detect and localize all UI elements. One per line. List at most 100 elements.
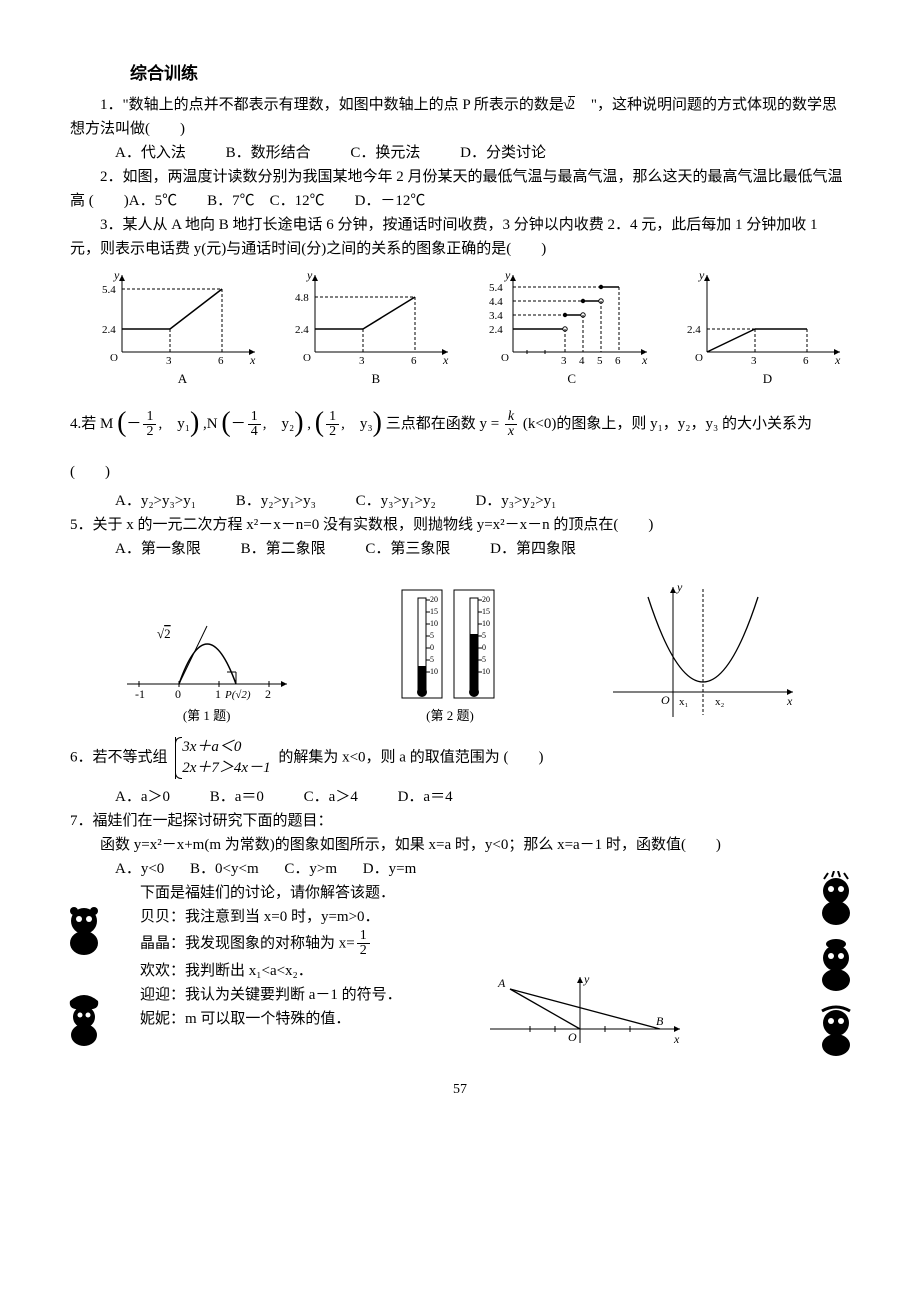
q4-opt-c: C．y₃>y₁>y₂: [356, 489, 436, 513]
fuwa-icon-1: [60, 901, 108, 957]
q3-graph-b: Oxy 4.82.4 36 B: [293, 267, 458, 390]
svg-text:y: y: [306, 268, 313, 282]
svg-text:O: O: [695, 352, 703, 364]
q3-graph-c: Oxy 5.44.43.42.4 3456 C: [487, 267, 657, 390]
graph-d-label: D: [763, 369, 772, 390]
page-title: 综合训练: [130, 60, 850, 87]
svg-text:6: 6: [803, 355, 809, 367]
svg-text:√2: √2: [157, 626, 171, 641]
q1-opt-b: B．数形结合: [226, 141, 311, 165]
q3-graph-a: Oxy 5.42.4 36 A: [100, 267, 265, 390]
frac-d: 2: [357, 944, 370, 959]
svg-text:10: 10: [482, 667, 490, 676]
svg-text:x: x: [249, 353, 256, 367]
svg-text:O: O: [303, 352, 311, 364]
fig1-cap: (第 1 题): [183, 706, 231, 727]
svg-text:A: A: [497, 976, 506, 990]
graph-b-svg: Oxy 4.82.4 36: [293, 267, 458, 367]
q5-options: A．第一象限 B．第二象限 C．第三象限 D．第四象限: [115, 537, 850, 561]
fuwa-icon-4: [812, 936, 860, 992]
q6-system: 3x＋a＜0 2x＋7＞4x－1: [175, 737, 270, 779]
svg-text:2.4: 2.4: [687, 324, 701, 336]
q7-line1: 7．福娃们在一起探讨研究下面的题目：: [70, 809, 850, 833]
q6-line2: 2x＋7＞4x－1: [182, 758, 270, 779]
svg-text:3.4: 3.4: [489, 310, 503, 322]
q4-opt-a: A．y₂>y₃>y₁: [115, 489, 196, 513]
svg-text:x: x: [673, 1032, 680, 1046]
q4-p2: y₃: [360, 416, 373, 432]
q1-opt-c: C．换元法: [350, 141, 420, 165]
svg-text:5: 5: [430, 631, 434, 640]
svg-text:y: y: [698, 268, 705, 282]
svg-text:10: 10: [430, 619, 438, 628]
q4-opt-d: D．y₃>y₂>y₁: [475, 489, 556, 513]
q7-opt-c: C．y>m: [284, 857, 337, 881]
fuwa-icon-2: [60, 991, 108, 1047]
svg-text:0: 0: [175, 687, 181, 701]
frac-n: 1: [248, 410, 261, 426]
svg-text:x: x: [786, 694, 793, 708]
q4-m2: y₁: [177, 416, 190, 432]
frac-d: 2: [326, 425, 339, 440]
q6-opt-c: C．a＞4: [304, 785, 358, 809]
q1-opt-d: D．分类讨论: [460, 141, 546, 165]
svg-text:x: x: [641, 353, 648, 367]
q1-options: A．代入法 B．数形结合 C．换元法 D．分类讨论: [115, 141, 850, 165]
svg-text:O: O: [110, 352, 118, 364]
frac-n: 1: [326, 410, 339, 426]
q4-n2: y₂: [281, 416, 294, 432]
svg-text:6: 6: [615, 355, 621, 367]
svg-text:3: 3: [359, 355, 365, 367]
q4-mid2: ,: [307, 416, 311, 432]
svg-text:15: 15: [482, 607, 490, 616]
q4-stem: 4.若 M (－12, y₁) ,N (－14, y₂) , (12, y₃) …: [70, 394, 850, 489]
frac-n: 1: [143, 410, 156, 426]
q5-opt-d: D．第四象限: [490, 537, 576, 561]
q6-opt-a: A．a＞0: [115, 785, 170, 809]
svg-text:3: 3: [561, 355, 567, 367]
graph-d-svg: Oxy 2.4 36: [685, 267, 850, 367]
q5-opt-a: A．第一象限: [115, 537, 201, 561]
mid-figures: -1012 √2 P(√2) (第 1 题) 20151050510 20151…: [70, 577, 850, 727]
q5-opt-c: C．第三象限: [365, 537, 450, 561]
q4-n1: －: [231, 416, 246, 432]
graph-c-svg: Oxy 5.44.43.42.4 3456: [487, 267, 657, 367]
svg-text:5: 5: [482, 655, 486, 664]
svg-text:5: 5: [597, 355, 603, 367]
svg-text:2.4: 2.4: [489, 324, 503, 336]
svg-text:y: y: [583, 972, 590, 986]
q3-stem: 3．某人从 A 地向 B 地打长途电话 6 分钟，按通话时间收费，3 分钟以内收…: [70, 213, 850, 261]
q4-options: A．y₂>y₃>y₁ B．y₂>y₁>y₃ C．y₃>y₁>y₂ D．y₃>y₂…: [115, 489, 850, 513]
fig1-svg: -1012 √2 P(√2): [117, 594, 297, 704]
svg-text:4.8: 4.8: [295, 292, 309, 304]
q6-suffix: 的解集为 x<0，则 a 的取值范围为 ( ): [278, 749, 543, 765]
svg-text:O: O: [661, 693, 670, 707]
svg-text:6: 6: [411, 355, 417, 367]
svg-text:y: y: [504, 268, 511, 282]
q6-stem: 6．若不等式组 3x＋a＜0 2x＋7＞4x－1 的解集为 x<0，则 a 的取…: [70, 737, 850, 779]
q4-prefix: 4.若 M: [70, 416, 113, 432]
frac-n: k: [505, 410, 517, 426]
svg-text:5: 5: [430, 655, 434, 664]
svg-text:P(√2): P(√2): [224, 689, 251, 701]
svg-text:3: 3: [751, 355, 757, 367]
svg-text:-1: -1: [135, 687, 145, 701]
q7-opt-a: A．y<0: [115, 857, 164, 881]
q7-opt-d: D．y=m: [363, 857, 416, 881]
q7-opt-b: B．0<y<m: [190, 857, 259, 881]
graph-c-label: C: [567, 369, 576, 390]
frac-d: x: [505, 425, 517, 440]
q4-mid1: ,N: [203, 416, 218, 432]
svg-text:10: 10: [482, 619, 490, 628]
svg-text:5.4: 5.4: [489, 282, 503, 294]
q6-opt-d: D．a＝4: [398, 785, 453, 809]
q6-line1: 3x＋a＜0: [182, 737, 270, 758]
svg-text:4.4: 4.4: [489, 296, 503, 308]
svg-text:2.4: 2.4: [295, 324, 309, 336]
q7-bei: 贝贝：我注意到当 x=0 时，y=m>0．: [140, 905, 850, 929]
page-number: 57: [70, 1079, 850, 1101]
parabola-svg: Oxy x₁x₂: [603, 577, 803, 727]
q3-graphs-row: Oxy 5.42.4 36 A Oxy 4.82.4 36 B: [100, 267, 850, 390]
svg-text:5.4: 5.4: [102, 284, 116, 296]
frac-d: 4: [248, 425, 261, 440]
